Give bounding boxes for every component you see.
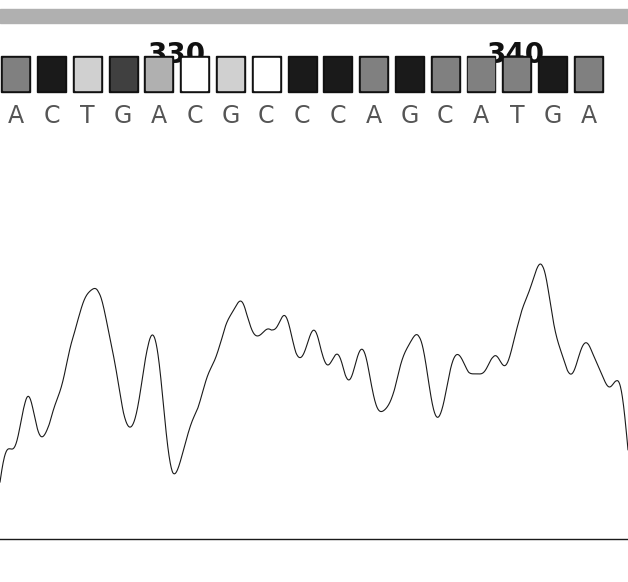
Bar — [433, 58, 458, 90]
Bar — [37, 56, 66, 92]
Text: A: A — [580, 104, 597, 129]
Text: G: G — [400, 104, 419, 129]
Bar — [109, 56, 138, 92]
Bar — [39, 58, 64, 90]
Bar — [431, 56, 460, 92]
Text: 330: 330 — [147, 41, 205, 69]
Bar — [3, 58, 28, 90]
Bar — [144, 56, 173, 92]
Text: A: A — [365, 104, 382, 129]
Bar — [574, 56, 603, 92]
Bar — [397, 58, 422, 90]
Text: C: C — [330, 104, 346, 129]
Bar — [576, 58, 601, 90]
Text: C: C — [437, 104, 453, 129]
Bar — [502, 56, 531, 92]
Text: C: C — [43, 104, 60, 129]
Bar — [288, 56, 317, 92]
Bar — [540, 58, 565, 90]
Bar — [361, 58, 386, 90]
Text: C: C — [258, 104, 274, 129]
Bar — [146, 58, 171, 90]
Bar — [359, 56, 388, 92]
Text: G: G — [221, 104, 240, 129]
Bar — [1, 56, 30, 92]
Text: A: A — [473, 104, 489, 129]
Text: G: G — [114, 104, 133, 129]
Bar — [538, 56, 567, 92]
Bar — [468, 58, 494, 90]
Bar — [0, 9, 628, 23]
Bar — [290, 58, 315, 90]
Bar — [254, 58, 279, 90]
Bar — [467, 56, 495, 92]
Bar — [216, 56, 245, 92]
Text: A: A — [8, 104, 24, 129]
Bar — [182, 58, 207, 90]
Text: A: A — [151, 104, 167, 129]
Text: 340: 340 — [486, 41, 544, 69]
Bar — [504, 58, 529, 90]
Text: C: C — [294, 104, 310, 129]
Bar — [325, 58, 350, 90]
Bar — [180, 56, 209, 92]
Text: C: C — [187, 104, 203, 129]
Bar — [75, 58, 100, 90]
Text: G: G — [543, 104, 562, 129]
Bar — [395, 56, 424, 92]
Bar — [323, 56, 352, 92]
Bar — [252, 56, 281, 92]
Bar — [111, 58, 136, 90]
Text: T: T — [80, 104, 95, 129]
Text: T: T — [509, 104, 524, 129]
Bar — [218, 58, 243, 90]
Bar — [73, 56, 102, 92]
